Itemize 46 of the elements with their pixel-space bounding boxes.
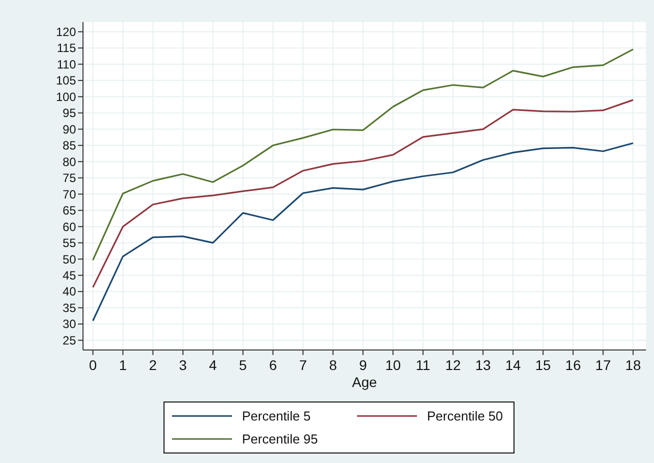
line-series [92,48,634,261]
line-series [92,99,634,288]
x-tick-label: 18 [625,357,642,373]
x-tick-label: 7 [299,357,308,373]
y-tick-label: 25 [62,333,76,348]
x-tick-label: 0 [89,357,98,373]
y-tick-label: 90 [62,122,76,136]
y-tick-label: 95 [62,106,76,120]
y-tick-label: 40 [62,284,76,299]
y-tick-label: 50 [62,252,76,266]
x-tick-label: 11 [416,357,430,373]
x-tick-label: 8 [329,357,338,373]
legend-label: Percentile 95 [242,432,318,447]
x-tick-label: 9 [359,357,368,373]
y-tick-label: 65 [62,204,76,218]
y-tick-label: 75 [62,171,76,186]
y-tick-label: 55 [62,236,76,250]
x-axis-title: Age [352,374,378,390]
x-tick-label: 2 [149,357,158,373]
y-tick-label: 35 [62,300,76,315]
x-tick-label: 15 [535,357,552,373]
y-tick-label: 45 [62,268,76,283]
y-tick-label: 85 [62,138,76,153]
x-tick-label: 16 [565,357,582,373]
y-tick-label: 105 [56,74,76,88]
x-tick-label: 5 [239,357,248,373]
legend-label: Percentile 5 [242,408,311,424]
x-tick-label: 13 [475,357,492,373]
y-tick-label: 80 [62,154,76,169]
y-tick-label: 60 [62,220,76,234]
y-tick-label: 110 [56,57,76,72]
line-series [92,142,634,322]
y-tick-label: 30 [62,317,76,332]
y-tick-label: 115 [56,41,76,56]
x-tick-label: 14 [505,357,522,373]
y-tick-label: 70 [62,187,76,202]
x-tick-label: 4 [209,357,218,373]
x-tick-label: 10 [385,357,402,373]
x-tick-label: 12 [445,357,462,373]
x-tick-label: 3 [179,357,188,373]
legend-label: Percentile 50 [427,408,503,424]
x-tick-label: 6 [269,357,278,373]
x-tick-label: 17 [595,357,612,373]
y-tick-label: 120 [56,24,76,39]
x-tick-label: 1 [119,357,128,373]
y-tick-label: 100 [56,90,76,104]
